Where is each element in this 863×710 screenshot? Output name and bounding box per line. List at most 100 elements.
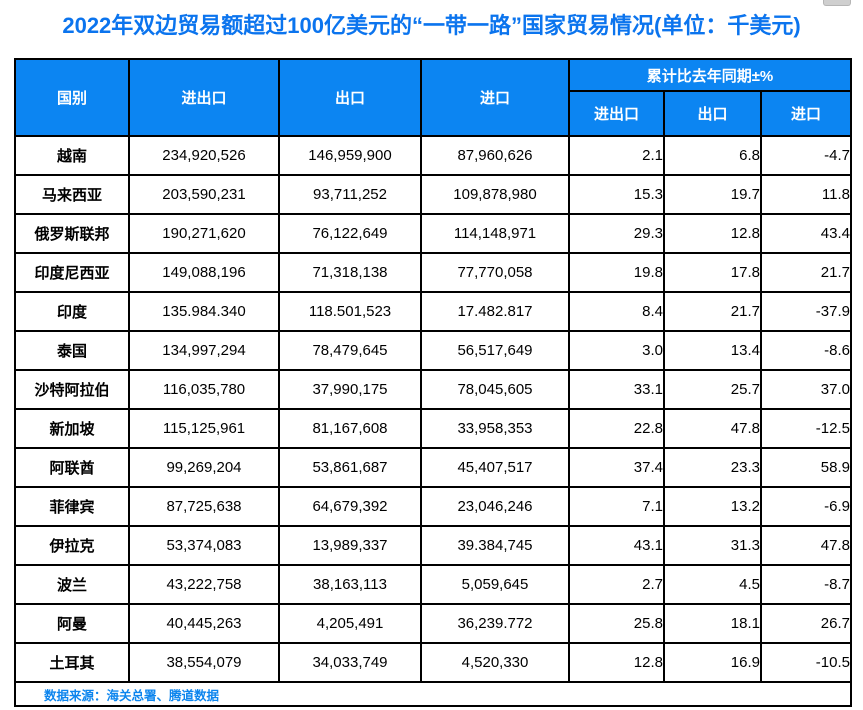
yoy-export-cell: 25.7	[663, 369, 762, 410]
total-value-cell: 40,445,263	[128, 603, 280, 644]
import-value-cell: 23,046,246	[420, 486, 570, 527]
header-yoy-export: 出口	[663, 90, 762, 137]
yoy-total-cell: 33.1	[568, 369, 665, 410]
export-value-cell: 71,318,138	[278, 252, 422, 293]
total-value-cell: 234,920,526	[128, 135, 280, 176]
country-cell: 菲律宾	[14, 486, 130, 527]
yoy-import-cell: 26.7	[760, 603, 852, 644]
total-value-cell: 43,222,758	[128, 564, 280, 605]
header-yoy-total: 进出口	[568, 90, 665, 137]
export-value-cell: 4,205,491	[278, 603, 422, 644]
yoy-import-cell: -10.5	[760, 642, 852, 683]
yoy-total-cell: 7.1	[568, 486, 665, 527]
table-row: 越南 234,920,526 146,959,900 87,960,626 2.1 6.8…	[14, 135, 852, 176]
data-source-note: 数据来源：海关总署、腾道数据	[14, 681, 852, 707]
table-row: 马来西亚 203,590,231 93,711,252 109,878,980 15.3…	[14, 174, 852, 215]
country-cell: 俄罗斯联邦	[14, 213, 130, 254]
table-row: 新加坡 115,125,961 81,167,608 33,958,353 22.8 47…	[14, 408, 852, 449]
table-row: 俄罗斯联邦 190,271,620 76,122,649 114,148,971 29.…	[14, 213, 852, 254]
source-row: 数据来源：海关总署、腾道数据	[14, 681, 852, 707]
yoy-import-cell: 21.7	[760, 252, 852, 293]
yoy-total-cell: 8.4	[568, 291, 665, 332]
yoy-total-cell: 25.8	[568, 603, 665, 644]
export-value-cell: 38,163,113	[278, 564, 422, 605]
export-value-cell: 53,861,687	[278, 447, 422, 488]
header-yoy-group: 累计比去年同期±%	[568, 58, 852, 92]
yoy-export-cell: 18.1	[663, 603, 762, 644]
yoy-total-cell: 29.3	[568, 213, 665, 254]
yoy-export-cell: 21.7	[663, 291, 762, 332]
header-import: 进口	[420, 58, 570, 137]
import-value-cell: 87,960,626	[420, 135, 570, 176]
import-value-cell: 17.482.817	[420, 291, 570, 332]
yoy-import-cell: -6.9	[760, 486, 852, 527]
yoy-total-cell: 22.8	[568, 408, 665, 449]
total-value-cell: 87,725,638	[128, 486, 280, 527]
import-value-cell: 78,045,605	[420, 369, 570, 410]
total-value-cell: 149,088,196	[128, 252, 280, 293]
total-value-cell: 203,590,231	[128, 174, 280, 215]
total-value-cell: 190,271,620	[128, 213, 280, 254]
country-cell: 泰国	[14, 330, 130, 371]
country-cell: 马来西亚	[14, 174, 130, 215]
import-value-cell: 36,239.772	[420, 603, 570, 644]
export-value-cell: 146,959,900	[278, 135, 422, 176]
yoy-import-cell: -12.5	[760, 408, 852, 449]
country-cell: 伊拉克	[14, 525, 130, 566]
total-value-cell: 38,554,079	[128, 642, 280, 683]
import-value-cell: 77,770,058	[420, 252, 570, 293]
table-row: 阿曼 40,445,263 4,205,491 36,239.772 25.8 18.1 2…	[14, 603, 852, 644]
country-cell: 波兰	[14, 564, 130, 605]
horizontal-scrollbar-fragment[interactable]	[823, 0, 851, 6]
yoy-export-cell: 19.7	[663, 174, 762, 215]
header-total: 进出口	[128, 58, 280, 137]
yoy-export-cell: 47.8	[663, 408, 762, 449]
yoy-export-cell: 6.8	[663, 135, 762, 176]
import-value-cell: 56,517,649	[420, 330, 570, 371]
export-value-cell: 81,167,608	[278, 408, 422, 449]
yoy-total-cell: 15.3	[568, 174, 665, 215]
country-cell: 沙特阿拉伯	[14, 369, 130, 410]
country-cell: 印度	[14, 291, 130, 332]
yoy-total-cell: 2.7	[568, 564, 665, 605]
table-row: 泰国 134,997,294 78,479,645 56,517,649 3.0 13.4…	[14, 330, 852, 371]
yoy-import-cell: 37.0	[760, 369, 852, 410]
yoy-export-cell: 16.9	[663, 642, 762, 683]
yoy-total-cell: 2.1	[568, 135, 665, 176]
import-value-cell: 39.384,745	[420, 525, 570, 566]
total-value-cell: 99,269,204	[128, 447, 280, 488]
header-yoy-import: 进口	[760, 90, 852, 137]
table-row: 阿联酋 99,269,204 53,861,687 45,407,517 37.4 23.…	[14, 447, 852, 488]
header-country: 国别	[14, 58, 130, 137]
import-value-cell: 45,407,517	[420, 447, 570, 488]
trade-table: 国别 进出口 出口 进口 累计比去年同期±% 进出口 出口 进口 越南 234,9…	[14, 58, 852, 707]
yoy-import-cell: 11.8	[760, 174, 852, 215]
country-cell: 印度尼西亚	[14, 252, 130, 293]
export-value-cell: 64,679,392	[278, 486, 422, 527]
table-row: 土耳其 38,554,079 34,033,749 4,520,330 12.8 16.9…	[14, 642, 852, 683]
total-value-cell: 135.984.340	[128, 291, 280, 332]
table-row: 波兰 43,222,758 38,163,113 5,059,645 2.7 4.5 -8.…	[14, 564, 852, 605]
import-value-cell: 5,059,645	[420, 564, 570, 605]
country-cell: 新加坡	[14, 408, 130, 449]
country-cell: 土耳其	[14, 642, 130, 683]
export-value-cell: 93,711,252	[278, 174, 422, 215]
table-row: 印度 135.984.340 118.501,523 17.482.817 8.4 21.…	[14, 291, 852, 332]
export-value-cell: 37,990,175	[278, 369, 422, 410]
yoy-total-cell: 19.8	[568, 252, 665, 293]
total-value-cell: 116,035,780	[128, 369, 280, 410]
yoy-import-cell: 43.4	[760, 213, 852, 254]
header-export: 出口	[278, 58, 422, 137]
export-value-cell: 78,479,645	[278, 330, 422, 371]
export-value-cell: 118.501,523	[278, 291, 422, 332]
yoy-total-cell: 37.4	[568, 447, 665, 488]
import-value-cell: 4,520,330	[420, 642, 570, 683]
yoy-total-cell: 3.0	[568, 330, 665, 371]
yoy-export-cell: 13.2	[663, 486, 762, 527]
yoy-export-cell: 13.4	[663, 330, 762, 371]
total-value-cell: 53,374,083	[128, 525, 280, 566]
total-value-cell: 134,997,294	[128, 330, 280, 371]
import-value-cell: 33,958,353	[420, 408, 570, 449]
yoy-import-cell: -8.7	[760, 564, 852, 605]
yoy-import-cell: 47.8	[760, 525, 852, 566]
